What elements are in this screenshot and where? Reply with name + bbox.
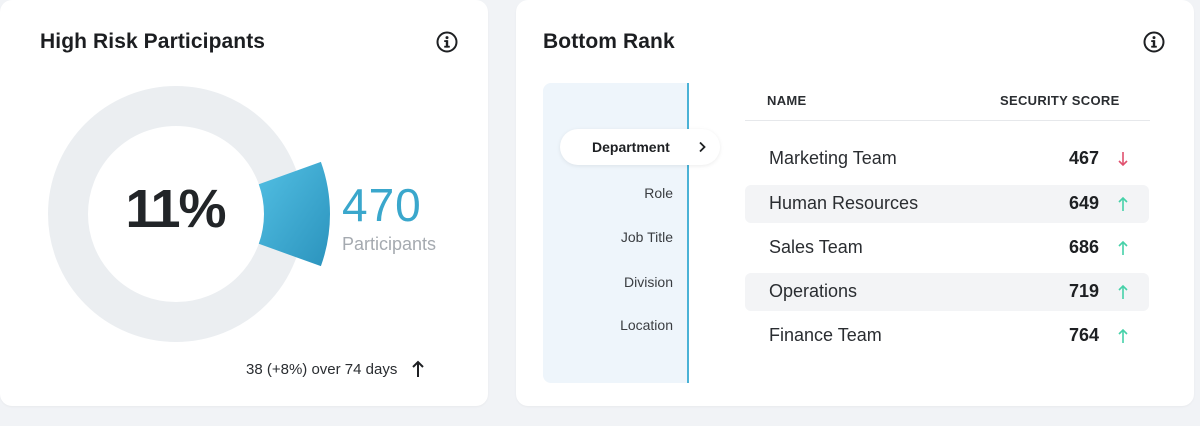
filter-department[interactable]: Department: [560, 129, 720, 165]
participants-count: 470: [342, 179, 422, 231]
table-row[interactable]: Human Resources 649: [745, 185, 1149, 223]
header-divider: [745, 120, 1150, 121]
trend-text: 38 (+8%) over 74 days: [246, 360, 398, 378]
row-score: 686: [1068, 237, 1099, 257]
row-score: 467: [1068, 148, 1099, 168]
arrow-up-icon: [1118, 240, 1128, 255]
row-name: Human Resources: [769, 193, 919, 213]
row-score: 649: [1068, 193, 1099, 213]
row-name: Sales Team: [769, 237, 863, 257]
filter-department-label: Department: [592, 139, 670, 155]
bottom-rank-card: Bottom Rank Role Job Title Division Loca…: [516, 0, 1194, 406]
arrow-up-icon: [1118, 328, 1128, 343]
row-score: 719: [1068, 281, 1099, 301]
arrow-up-icon: [412, 360, 425, 377]
table-row[interactable]: Sales Team 686: [745, 229, 1149, 267]
arrow-up-icon: [1118, 284, 1128, 299]
trend-summary: 38 (+8%) over 74 days: [246, 360, 425, 378]
high-risk-card: High Risk Participants 11% 470 Participa…: [0, 0, 488, 406]
filter-role[interactable]: Role: [644, 185, 673, 201]
participants-label: Participants: [342, 234, 437, 254]
chevron-right-icon: [699, 141, 706, 153]
row-name: Finance Team: [769, 325, 882, 345]
donut-risk-segment: [258, 161, 330, 267]
bottom-rank-title: Bottom Rank: [543, 30, 675, 53]
filter-division[interactable]: Division: [623, 274, 673, 290]
filter-location[interactable]: Location: [620, 317, 673, 333]
arrow-down-icon: [1118, 152, 1128, 167]
column-header-score[interactable]: SECURITY SCORE: [1000, 93, 1120, 108]
risk-donut-chart: [48, 86, 330, 342]
column-header-name[interactable]: NAME: [767, 93, 807, 108]
info-icon[interactable]: [436, 31, 458, 53]
row-name: Operations: [769, 281, 858, 301]
rank-filter-panel: Role Job Title Division Location: [543, 83, 689, 383]
high-risk-title: High Risk Participants: [40, 30, 266, 53]
row-name: Marketing Team: [769, 148, 897, 168]
table-row[interactable]: Marketing Team 467: [745, 140, 1149, 178]
table-row[interactable]: Finance Team 764: [745, 317, 1149, 355]
table-row[interactable]: Operations 719: [745, 273, 1149, 311]
row-score: 764: [1068, 325, 1099, 345]
info-icon[interactable]: [1143, 31, 1165, 53]
risk-percentage: 11%: [125, 179, 226, 239]
filter-job-title[interactable]: Job Title: [620, 229, 673, 245]
arrow-up-icon: [1118, 196, 1128, 211]
